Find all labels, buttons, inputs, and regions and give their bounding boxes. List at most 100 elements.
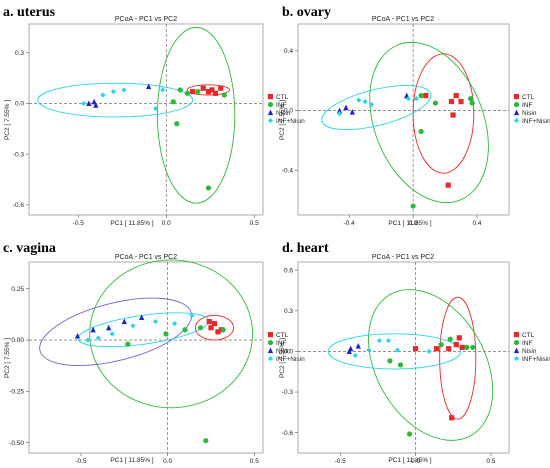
y-tick-label-heart: 0.3 <box>284 308 293 315</box>
point-ctl-ovary <box>448 98 455 105</box>
point-inf-vagina <box>182 327 188 333</box>
x-tick-label-uterus: 0.5 <box>250 220 259 227</box>
point-inf-plus-nisin-uterus <box>121 87 127 93</box>
y-tick-label-vagina: -0.25 <box>9 389 24 396</box>
plot-area-uterus: -0.5 0.0 0.5 0.3 0.0 -0.3 -0.6 CTLINFNisinINF+N… <box>13 24 305 227</box>
point-inf-vagina <box>203 438 209 444</box>
y-axis-label-uterus: PC2 [ 7.55% ] <box>4 100 11 140</box>
confidence-ellipse-nisin-vagina <box>39 297 193 366</box>
point-inf-plus-nisin-vagina <box>130 323 136 329</box>
point-inf-uterus <box>205 185 212 191</box>
panel-heart: d. heart PCoA - PC1 vs PC2 -0.5 0.0 0.5 0.6… <box>279 241 550 465</box>
point-inf-heart <box>406 431 413 437</box>
legend-label-inf-plus-nisin-uterus: INF+Nisin <box>276 118 305 125</box>
x-tick-label-ovary: -0.4 <box>344 220 356 227</box>
point-inf-plus-nisin-ovary <box>413 96 419 102</box>
y-tick-label-vagina: 0.25 <box>11 286 24 293</box>
point-inf-plus-nisin-heart <box>426 348 432 355</box>
y-tick-label-vagina: 0.00 <box>11 337 24 344</box>
plot-frame-uterus <box>28 23 264 216</box>
y-axis-label-vagina: PC2 [ 7.55% ] <box>4 338 11 378</box>
point-inf-plus-nisin-heart <box>394 347 401 353</box>
point-ctl-vagina <box>211 321 218 327</box>
point-inf-plus-nisin-ovary <box>362 98 368 105</box>
point-nisin-vagina <box>121 318 127 325</box>
point-inf-ovary <box>410 203 416 209</box>
point-inf-plus-nisin-ovary <box>336 110 343 117</box>
point-inf-heart <box>447 336 453 342</box>
panel-vagina: c. vagina PCoA - PC1 vs PC2 -0.5 0.0 0.5 0.… <box>3 241 305 465</box>
x-axis-label-ovary: PC1 [ 11.85% ] <box>388 220 431 227</box>
confidence-ellipse-inf-plus-nisin-vagina <box>77 312 210 348</box>
point-inf-uterus <box>177 87 183 93</box>
x-tick-label-uterus: -0.5 <box>73 220 85 227</box>
legend-marker-inf-plus-nisin-vagina <box>267 355 274 362</box>
y-tick-label-uterus: 0.3 <box>15 50 24 57</box>
y-tick-label-ovary: 0.4 <box>284 48 293 55</box>
point-nisin-uterus <box>86 100 92 107</box>
point-ctl-uterus <box>218 85 224 91</box>
y-tick-label-uterus: -0.3 <box>13 151 25 158</box>
point-ctl-ovary <box>423 93 429 99</box>
point-ctl-uterus <box>209 87 215 93</box>
point-inf-plus-nisin-uterus <box>160 87 166 93</box>
point-nisin-ovary <box>336 107 343 114</box>
confidence-ellipse-inf-plus-nisin-heart <box>327 333 462 370</box>
point-inf-vagina <box>125 341 131 347</box>
point-nisin-heart <box>355 342 361 349</box>
point-ctl-uterus <box>200 85 206 91</box>
plot-frame-ovary <box>297 23 510 216</box>
point-inf-plus-nisin-ovary <box>368 101 375 108</box>
point-ctl-vagina <box>206 318 212 325</box>
legend-marker-ctl-vagina <box>267 331 274 338</box>
point-ctl-uterus <box>205 89 212 95</box>
legend-label-inf-plus-nisin-ovary: INF+Nisin <box>522 118 550 125</box>
point-inf-plus-nisin-vagina <box>109 331 115 337</box>
point-inf-plus-nisin-ovary <box>356 97 362 103</box>
y-tick-label-ovary: -0.4 <box>282 167 294 174</box>
point-inf-uterus <box>170 99 176 105</box>
y-tick-label-heart: 0.6 <box>284 267 293 274</box>
confidence-ellipse-ctl-vagina <box>194 314 234 341</box>
confidence-ellipse-inf-ovary <box>369 41 489 204</box>
point-ctl-uterus <box>190 89 196 95</box>
legend-marker-nisin-ovary <box>513 109 520 116</box>
point-inf-plus-nisin-vagina <box>152 318 159 325</box>
point-inf-plus-nisin-heart <box>385 337 392 344</box>
plot-area-heart: -0.5 0.0 0.5 0.6 0.3 0.0 -0.3 -0.6 CTLINFNisinIN… <box>282 262 550 465</box>
point-ctl-heart <box>446 346 452 352</box>
x-tick-label-uterus: 0.0 <box>162 220 171 227</box>
point-ctl-heart <box>456 335 462 341</box>
plot-area-vagina: -0.5 0.0 0.5 0.25 0.00 -0.25 -0.50 CTLINFNisinI… <box>9 259 305 465</box>
point-ctl-vagina <box>215 329 221 335</box>
legend-marker-inf-vagina <box>267 339 274 346</box>
point-ctl-vagina <box>208 325 214 331</box>
point-inf-plus-nisin-ovary <box>405 96 411 102</box>
panel-uterus: a. uterus PCoA - PC1 vs PC2 -0.5 0.0 0.5 0.… <box>3 5 305 227</box>
y-axis-label-heart: PC2 [ 7.55% ] <box>279 338 286 378</box>
plot-title-ovary: PCoA - PC1 vs PC2 <box>372 16 434 23</box>
point-inf-heart <box>387 358 393 364</box>
point-inf-plus-nisin-heart <box>352 352 358 359</box>
point-inf-ovary <box>418 128 424 135</box>
x-tick-label-vagina: 0.5 <box>250 458 259 465</box>
x-axis-label-heart: PC1 [ 11.85% ] <box>388 457 431 464</box>
y-tick-label-heart: -0.3 <box>282 389 294 396</box>
point-inf-uterus <box>184 90 190 96</box>
point-inf-plus-nisin-heart <box>366 347 372 353</box>
point-ctl-ovary <box>445 182 451 188</box>
point-inf-heart <box>397 362 404 368</box>
y-tick-label-heart: -0.6 <box>282 430 294 437</box>
y-tick-label-ovary: 0.0 <box>284 108 293 115</box>
legend-marker-nisin-vagina <box>267 347 274 354</box>
confidence-ellipse-inf-vagina <box>89 259 254 409</box>
legend-marker-inf-plus-nisin-heart <box>513 355 520 362</box>
point-nisin-vagina <box>139 314 145 321</box>
confidence-ellipse-ctl-heart <box>439 296 477 420</box>
x-tick-label-ovary: 0.4 <box>473 220 482 227</box>
point-nisin-ovary <box>343 104 349 111</box>
point-inf-plus-nisin-vagina <box>95 335 101 341</box>
point-inf-uterus <box>221 92 227 98</box>
point-ctl-heart <box>459 344 465 350</box>
